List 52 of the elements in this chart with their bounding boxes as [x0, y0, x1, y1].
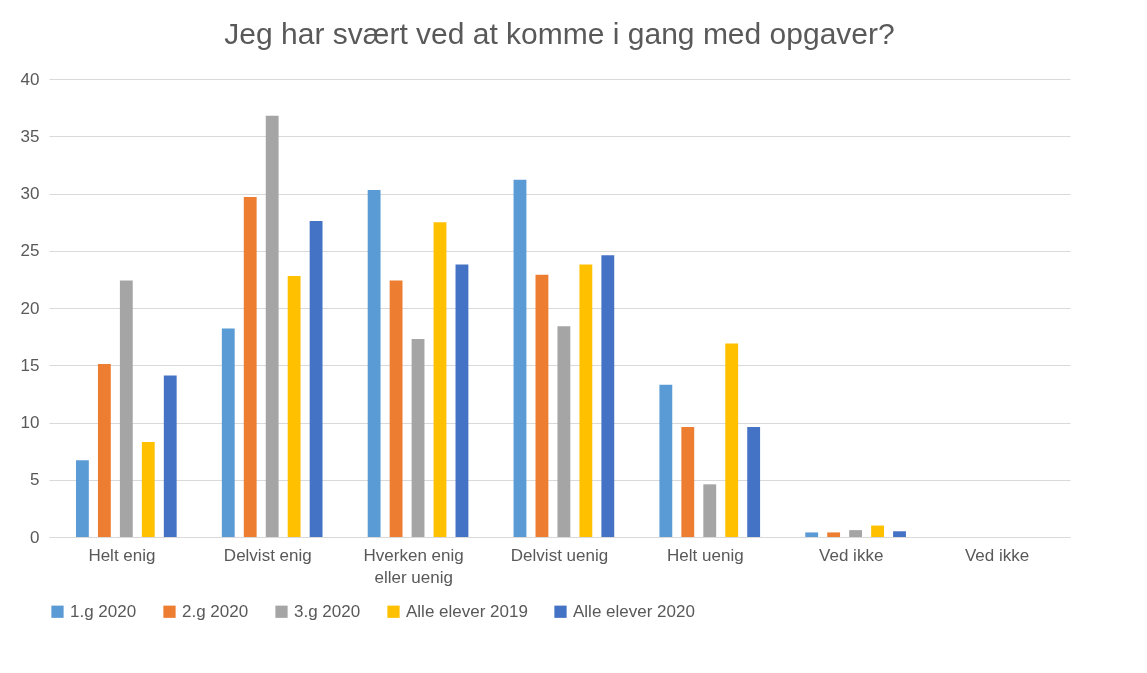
x-tick-label: Hverken enig eller uenig — [363, 545, 464, 587]
bar — [287, 275, 301, 537]
bar — [703, 484, 717, 537]
x-tick-label: Helt uenig — [667, 545, 744, 565]
legend-label: Alle elever 2020 — [573, 601, 695, 621]
y-tick-label: 30 — [20, 184, 40, 203]
bar — [411, 338, 425, 537]
x-tick-label: Ved ikke — [964, 545, 1030, 565]
bar — [243, 196, 257, 537]
x-tick-label: Delvist uenig — [510, 545, 609, 565]
bar — [221, 328, 235, 537]
y-tick-label: 20 — [20, 298, 40, 318]
bar — [725, 343, 739, 537]
bar — [579, 264, 593, 537]
bar — [433, 222, 447, 537]
legend-label: Alle elever 2019 — [406, 601, 528, 621]
bar — [557, 326, 571, 537]
y-tick-label: 0 — [30, 527, 40, 547]
bar — [681, 427, 695, 537]
x-tick-label: Delvist enig — [223, 545, 312, 565]
bar — [871, 525, 884, 537]
bar — [309, 220, 323, 537]
bar — [265, 115, 279, 537]
bar — [97, 364, 111, 537]
chart-title: Jeg har svært ved at komme i gang med opgaver? — [224, 17, 895, 50]
bar — [75, 460, 89, 537]
bar — [893, 531, 906, 537]
bar — [659, 384, 673, 537]
bar — [747, 427, 761, 537]
bar — [119, 280, 133, 537]
y-tick-label: 35 — [20, 126, 40, 146]
legend-label: 1.g 2020 — [70, 601, 137, 621]
bar — [805, 532, 819, 537]
bar — [389, 280, 403, 537]
bar — [601, 255, 615, 537]
x-tick-label: Helt enig — [88, 545, 156, 565]
bar — [455, 264, 469, 537]
y-tick-label: 25 — [20, 241, 40, 261]
bar — [367, 190, 381, 537]
bar — [141, 441, 155, 537]
legend-label: 2.g 2020 — [182, 601, 249, 621]
y-tick-label: 15 — [20, 355, 40, 375]
y-tick-label: 40 — [20, 69, 40, 89]
y-tick-label: 10 — [20, 413, 40, 432]
y-tick-label: 5 — [30, 470, 40, 490]
x-tick-label: Ved ikke — [819, 545, 884, 565]
bar — [849, 530, 863, 537]
bar — [535, 274, 549, 537]
legend-label: 3.g 2020 — [294, 601, 361, 621]
bar — [513, 179, 527, 537]
bar — [163, 375, 177, 537]
bar — [827, 532, 841, 537]
